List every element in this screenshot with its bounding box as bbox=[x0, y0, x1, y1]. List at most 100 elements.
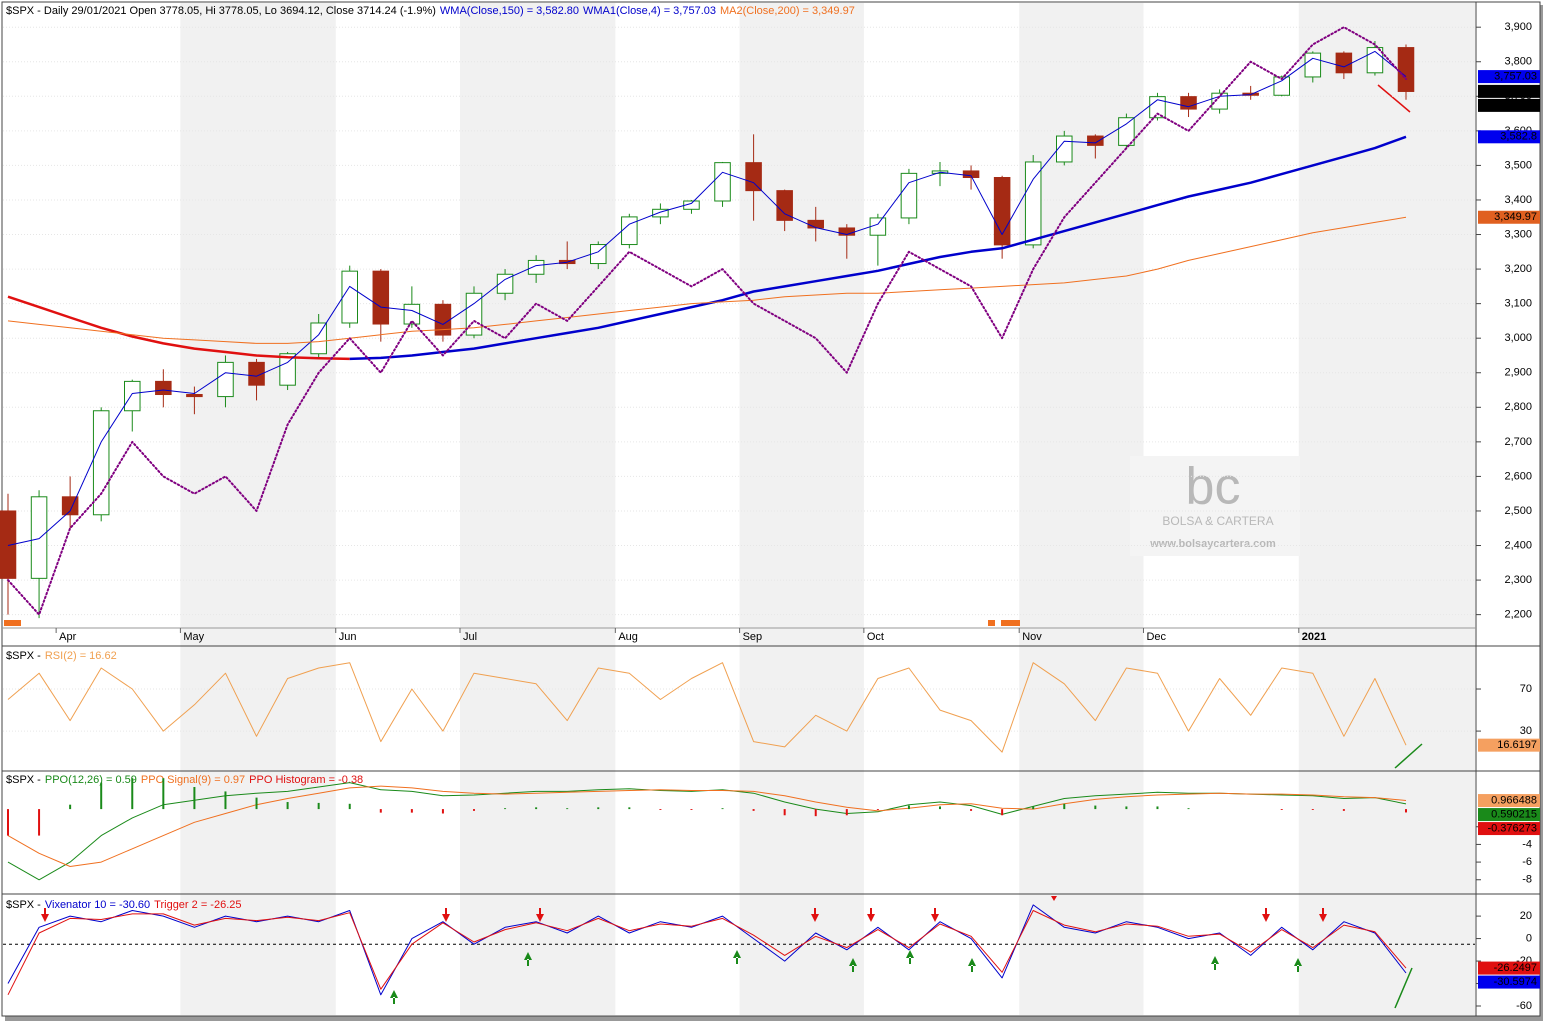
y-tick-label: 30 bbox=[1520, 725, 1532, 737]
y-tick-label: 2,900 bbox=[1504, 367, 1532, 379]
plot: Apr May Jun Jul Aug Sep Oct Nov Dec 2021 2,200 2,30… bbox=[0, 5, 1540, 1012]
x-tick-label: Jul bbox=[463, 631, 477, 643]
y-tick-label: 20 bbox=[1520, 910, 1532, 922]
candle-body bbox=[1149, 96, 1166, 119]
signal-arrow bbox=[524, 952, 532, 966]
candle-body bbox=[1273, 76, 1291, 96]
x-tick-label: May bbox=[183, 631, 204, 643]
candle-body bbox=[217, 361, 234, 398]
month-band bbox=[1298, 3, 1475, 1015]
legend-entry: WMA(Close,150) = 3,582.80 bbox=[440, 5, 579, 17]
value-tag-label: -26.2497 bbox=[1494, 962, 1537, 974]
x-tick-label: Oct bbox=[867, 631, 884, 643]
y-tick-label: 2,500 bbox=[1504, 505, 1532, 517]
candle-body bbox=[496, 273, 514, 294]
value-tag-label: 16.6197 bbox=[1497, 739, 1537, 751]
candle-body bbox=[30, 496, 48, 579]
candle-body bbox=[279, 353, 296, 386]
candle-body bbox=[124, 380, 141, 412]
legend-entry: PPO Signal(9) = 0.97 bbox=[141, 774, 245, 786]
trend-annotation bbox=[1377, 84, 1411, 113]
y-tick-label: 3,900 bbox=[1504, 21, 1532, 33]
candle-body bbox=[186, 394, 203, 398]
panel-title: $SPX - Daily 29/01/2021 Open 3778.05, Hi… bbox=[6, 5, 436, 17]
marker bbox=[988, 620, 995, 626]
watermark-logo: bc bbox=[1186, 458, 1241, 516]
y-tick-label: 2,800 bbox=[1504, 401, 1532, 413]
series-line bbox=[7, 50, 1407, 546]
series-line bbox=[7, 904, 1407, 996]
signal-arrow bbox=[1211, 956, 1219, 970]
candle-body bbox=[807, 219, 825, 229]
candle-body bbox=[341, 270, 359, 324]
candle-body bbox=[714, 162, 731, 202]
candle-body bbox=[1304, 52, 1322, 78]
x-tick-label: Jun bbox=[339, 631, 357, 643]
series-line bbox=[7, 662, 1407, 753]
x-tick-label: 2021 bbox=[1302, 631, 1326, 643]
value-tag bbox=[1478, 98, 1540, 112]
signal-arrow bbox=[1262, 908, 1270, 922]
candle-body bbox=[621, 216, 638, 246]
signal-arrow bbox=[1294, 958, 1302, 972]
value-tag bbox=[1478, 808, 1540, 822]
legend-entry: Vixenator 10 = -30.60 bbox=[45, 899, 150, 911]
x-tick-label: Nov bbox=[1022, 631, 1042, 643]
signal-arrow bbox=[536, 908, 544, 922]
legend-entry: PPO Histogram = -0.38 bbox=[249, 774, 363, 786]
candle-body bbox=[1180, 96, 1197, 110]
candle-body bbox=[652, 208, 669, 218]
y-tick-label: 0 bbox=[1526, 932, 1532, 944]
value-tag-label: 3,714.24 bbox=[1494, 99, 1537, 111]
trend-annotation bbox=[1394, 743, 1423, 769]
y-tick-label: 2,400 bbox=[1504, 539, 1532, 551]
candle-body bbox=[248, 361, 265, 386]
watermark-url: www.bolsaycartera.com bbox=[1149, 538, 1276, 550]
trend-annotation bbox=[1394, 967, 1413, 1009]
value-tag-label: 0.590215 bbox=[1491, 808, 1537, 820]
candle-body bbox=[869, 217, 887, 236]
value-tag bbox=[1478, 84, 1540, 98]
signal-arrow bbox=[906, 950, 914, 964]
y-tick-label: 3,100 bbox=[1504, 298, 1532, 310]
panel-header: $SPX - Daily 29/01/2021 Open 3778.05, Hi… bbox=[6, 5, 855, 17]
y-tick-label: -4 bbox=[1522, 838, 1532, 850]
value-tag bbox=[1478, 794, 1540, 808]
signal-arrow bbox=[968, 958, 976, 972]
y-tick-label: 3,800 bbox=[1504, 56, 1532, 68]
series-line bbox=[7, 26, 1407, 616]
signal-arrow bbox=[849, 958, 857, 972]
value-tag bbox=[1478, 210, 1540, 224]
x-tick-label: Apr bbox=[59, 631, 76, 643]
watermark-box bbox=[1130, 456, 1300, 556]
value-tag bbox=[1478, 975, 1540, 989]
x-tick-label: Sep bbox=[743, 631, 763, 643]
y-tick-label: -8 bbox=[1522, 874, 1532, 886]
signal-arrow bbox=[1051, 896, 1057, 901]
candle-body bbox=[1397, 47, 1415, 92]
value-tag bbox=[1478, 822, 1540, 836]
marker bbox=[4, 620, 21, 626]
marker bbox=[1001, 620, 1020, 626]
candle-body bbox=[0, 510, 17, 579]
y-tick-label: -60 bbox=[1516, 1000, 1532, 1012]
candle-body bbox=[434, 303, 452, 336]
signal-arrow bbox=[1319, 908, 1327, 922]
panel-header: $SPX - Vixenator 10 = -30.60 Trigger 2 = -… bbox=[6, 899, 242, 911]
y-tick-label: 3,200 bbox=[1504, 263, 1532, 275]
value-tag-label: -30.5974 bbox=[1494, 976, 1537, 988]
y-tick-label: 3,500 bbox=[1504, 159, 1532, 171]
value-tag-label: -0.376273 bbox=[1487, 822, 1537, 834]
legend-entry: WMA1(Close,4) = 3,757.03 bbox=[583, 5, 716, 17]
candle-body bbox=[900, 172, 918, 219]
legend-entry: RSI(2) = 16.62 bbox=[45, 650, 117, 662]
month-band bbox=[1019, 3, 1144, 1015]
candle-body bbox=[310, 322, 327, 355]
signal-arrow bbox=[390, 990, 398, 1004]
candle-body bbox=[962, 170, 980, 179]
candle-body bbox=[403, 303, 421, 325]
value-tag-label: 0.966488 bbox=[1491, 794, 1537, 806]
signal-arrow bbox=[811, 908, 819, 922]
y-tick-label: -6 bbox=[1522, 856, 1532, 868]
